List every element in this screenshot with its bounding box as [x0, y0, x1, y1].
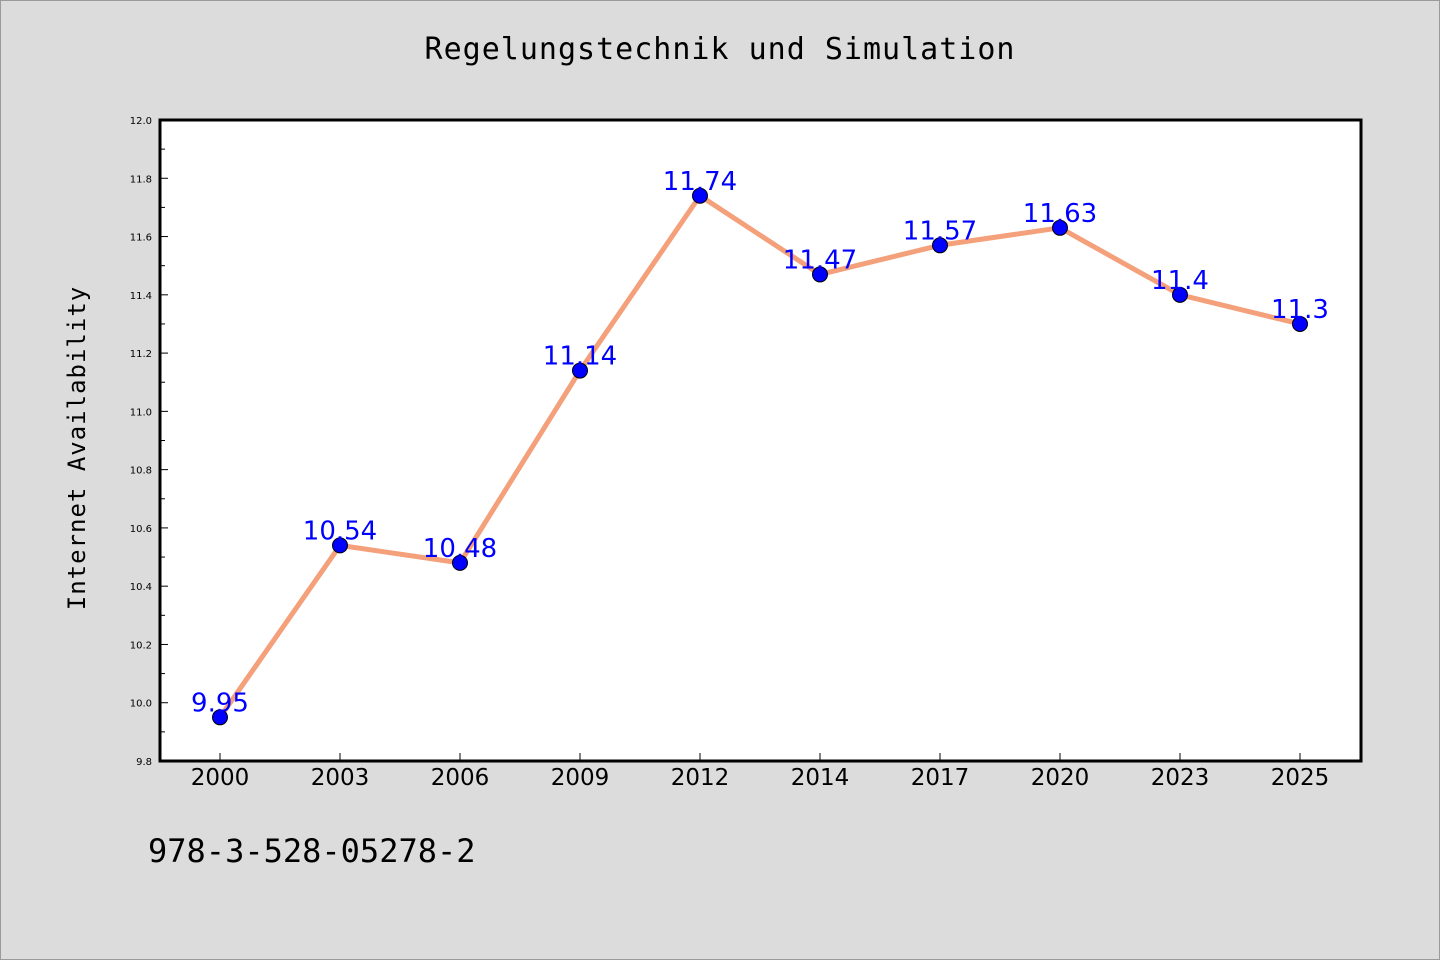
x-tick-label: 2003 [311, 765, 370, 791]
series-line [217, 193, 1301, 719]
x-tick-label: 2020 [1031, 765, 1090, 791]
x-tick-label: 2025 [1271, 765, 1330, 791]
y-tick-label: 11.4 [130, 291, 152, 302]
data-label: 10.54 [303, 516, 377, 546]
y-tick-label: 10.0 [130, 699, 152, 710]
plot-area [158, 118, 1363, 763]
data-point [572, 362, 588, 379]
x-tick-label: 2006 [431, 765, 490, 791]
data-label: 11.57 [903, 216, 977, 246]
x-tick-label: 2000 [191, 765, 250, 791]
y-tick-label: 11.0 [130, 407, 152, 418]
x-tick-label: 2012 [671, 765, 730, 791]
data-point [452, 554, 468, 571]
x-axis: 2000 2003 2006 2009 2012 2014 2017 2020 2023 2025 [191, 753, 1330, 791]
data-label: 11.3 [1271, 295, 1329, 325]
data-point [932, 237, 948, 254]
isbn-footer: 978-3-528-05278-2 [148, 832, 476, 870]
y-tick-label: 9.8 [136, 757, 152, 768]
y-tick-label: 10.2 [130, 640, 152, 651]
y-axis: 9.8 10.0 10.2 10.4 10.6 10.8 11.0 11.2 11.4 11.6 1… [130, 116, 168, 768]
data-point [1052, 219, 1068, 236]
x-tick-label: 2014 [791, 765, 850, 791]
data-point [812, 266, 828, 283]
data-label: 11.14 [543, 342, 617, 372]
series-layer: 9.95 10.54 10.48 11.14 11.74 11.47 11.57 11.63 1… [191, 167, 1329, 726]
data-label: 10.48 [423, 534, 497, 564]
x-tick-label: 2017 [911, 765, 970, 791]
data-point [212, 709, 228, 726]
chart-title: Regelungstechnik und Simulation [424, 32, 1016, 67]
y-tick-label: 10.6 [130, 524, 152, 535]
data-point [1292, 315, 1308, 332]
y-tick-label: 11.6 [130, 233, 152, 244]
data-label: 9.95 [191, 688, 249, 718]
y-axis-label: Internet Availability [63, 286, 91, 610]
data-point [1172, 286, 1188, 303]
data-label: 11.63 [1023, 199, 1097, 229]
data-point [692, 187, 708, 204]
y-tick-label: 11.8 [130, 174, 152, 185]
y-tick-label: 12.0 [130, 116, 152, 127]
y-tick-label: 10.4 [130, 582, 152, 593]
y-tick-label: 11.2 [130, 349, 152, 360]
data-label: 11.74 [663, 167, 737, 197]
data-label: 11.4 [1151, 266, 1209, 296]
data-point [332, 537, 348, 554]
y-tick-label: 10.8 [130, 466, 152, 477]
x-tick-label: 2023 [1151, 765, 1210, 791]
data-label: 11.47 [783, 245, 857, 275]
x-tick-label: 2009 [551, 765, 610, 791]
